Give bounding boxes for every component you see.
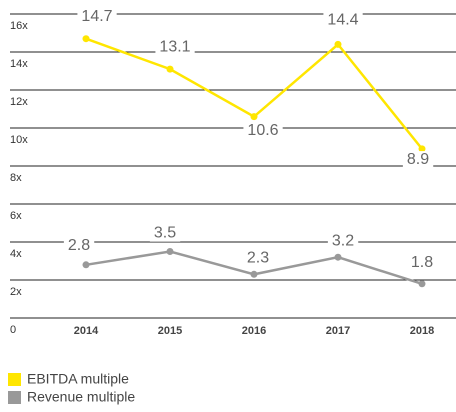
data-label-group: 2.8 [63, 237, 95, 255]
data-label-group: 14.7 [77, 7, 117, 25]
legend-label: Revenue multiple [27, 389, 135, 405]
legend-label: EBITDA multiple [27, 371, 129, 387]
data-label-bg [77, 7, 117, 25]
data-label-group: 3.5 [149, 224, 181, 242]
y-tick-label: 12x [10, 96, 28, 108]
data-label: 8.9 [407, 151, 429, 168]
data-label-group: 3.2 [327, 232, 359, 250]
y-tick-label: 8x [10, 172, 22, 184]
y-tick-label: 14x [10, 58, 28, 70]
data-label: 1.8 [411, 254, 433, 271]
data-label: 3.2 [332, 232, 354, 249]
x-tick-label: 2016 [242, 325, 266, 337]
data-label: 2.3 [247, 250, 269, 267]
x-tick-label: 2018 [410, 325, 434, 337]
data-label: 14.7 [81, 8, 112, 25]
data-label-bg [155, 38, 195, 56]
point [82, 261, 90, 269]
data-label-bg [323, 11, 363, 29]
data-label: 13.1 [159, 38, 190, 55]
point [166, 65, 174, 73]
x-tick-label: 2014 [74, 325, 99, 337]
data-label-group: 1.8 [406, 254, 438, 272]
data-label: 2.8 [68, 237, 90, 254]
point [250, 113, 258, 121]
data-label-bg [406, 254, 438, 272]
point [418, 280, 426, 288]
data-label-bg [63, 237, 95, 255]
data-label-bg [327, 232, 359, 250]
data-label-group: 13.1 [155, 38, 195, 56]
data-label-bg [149, 224, 181, 242]
data-label-bg [242, 249, 274, 267]
y-tick-label: 4x [10, 248, 22, 260]
data-label: 3.5 [154, 225, 176, 242]
point [334, 40, 342, 48]
data-label: 10.6 [247, 122, 278, 139]
data-label-group: 8.9 [402, 151, 434, 169]
point [334, 253, 342, 261]
data-label-bg [243, 121, 283, 139]
data-label-group: 2.3 [242, 249, 274, 267]
y-tick-label: 6x [10, 210, 22, 222]
point [166, 248, 174, 255]
y-tick-label: 2x [10, 286, 22, 298]
point [250, 270, 258, 278]
legend-swatch [8, 391, 21, 404]
legend-swatch [8, 373, 21, 386]
x-tick-label: 2017 [326, 325, 350, 337]
y-tick-label: 10x [10, 134, 28, 146]
data-label-group: 14.4 [323, 11, 363, 29]
y-tick-label: 16x [10, 20, 28, 32]
data-label-group: 10.6 [243, 121, 283, 139]
data-label-bg [402, 151, 434, 169]
point [418, 145, 426, 153]
point [82, 35, 90, 43]
x-tick-label: 2015 [158, 325, 182, 337]
y-tick-label: 0 [10, 324, 16, 336]
data-label: 14.4 [327, 12, 358, 29]
